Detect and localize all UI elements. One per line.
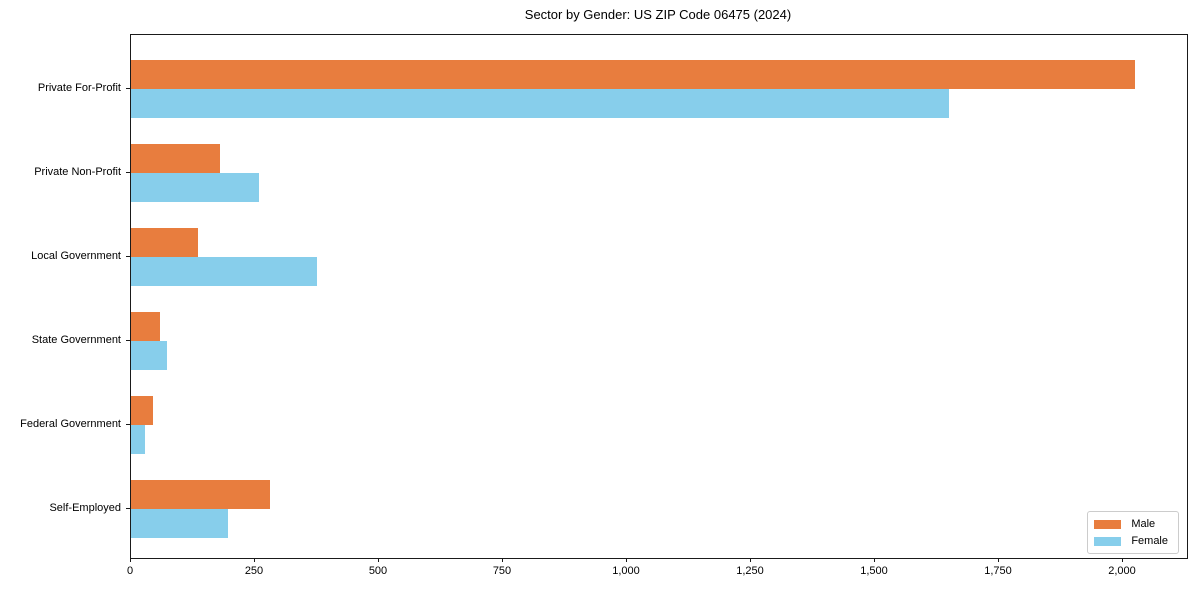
- bar-female-5: [131, 509, 228, 538]
- bar-male-0: [131, 60, 1136, 89]
- x-tick-mark-5: [750, 558, 751, 562]
- y-tick-mark-2: [126, 256, 130, 257]
- x-tick-label-7: 1,750: [984, 565, 1012, 577]
- y-tick-label-3: State Government: [31, 334, 121, 346]
- bar-female-2: [131, 257, 317, 286]
- x-tick-label-3: 750: [492, 565, 512, 577]
- y-tick-mark-3: [126, 340, 130, 341]
- bar-male-5: [131, 480, 270, 509]
- bar-female-0: [131, 89, 950, 118]
- x-tick-mark-2: [378, 558, 379, 562]
- x-tick-label-2: 500: [368, 565, 388, 577]
- x-tick-mark-7: [998, 558, 999, 562]
- plot-area: Male Female: [130, 34, 1188, 559]
- x-tick-mark-6: [874, 558, 875, 562]
- bar-male-4: [131, 396, 154, 425]
- x-tick-mark-8: [1122, 558, 1123, 562]
- x-tick-label-6: 1,500: [860, 565, 888, 577]
- y-tick-mark-5: [126, 508, 130, 509]
- y-tick-mark-4: [126, 424, 130, 425]
- x-tick-label-5: 1,250: [736, 565, 764, 577]
- x-tick-mark-0: [130, 558, 131, 562]
- y-tick-label-2: Local Government: [31, 250, 121, 262]
- legend-swatch-female: [1094, 536, 1122, 546]
- legend-swatch-male: [1094, 519, 1122, 529]
- y-tick-label-5: Self-Employed: [49, 502, 121, 514]
- bar-male-1: [131, 144, 221, 173]
- bar-female-4: [131, 425, 145, 454]
- x-tick-label-4: 1,000: [612, 565, 640, 577]
- x-tick-mark-1: [254, 558, 255, 562]
- bar-male-3: [131, 312, 160, 341]
- legend: Male Female: [1087, 511, 1179, 554]
- chart-title: Sector by Gender: US ZIP Code 06475 (202…: [524, 7, 792, 22]
- y-tick-label-4: Federal Government: [20, 418, 121, 430]
- y-tick-label-0: Private For-Profit: [37, 82, 121, 94]
- bar-female-1: [131, 173, 259, 202]
- x-tick-label-0: 0: [126, 565, 134, 577]
- legend-entry-female: Female: [1094, 535, 1168, 547]
- x-tick-label-8: 2,000: [1108, 565, 1136, 577]
- x-tick-mark-4: [626, 558, 627, 562]
- y-tick-mark-1: [126, 172, 130, 173]
- legend-label-male: Male: [1131, 518, 1156, 530]
- x-tick-mark-3: [502, 558, 503, 562]
- bar-male-2: [131, 228, 198, 257]
- y-tick-label-1: Private Non-Profit: [34, 166, 121, 178]
- legend-label-female: Female: [1131, 535, 1168, 547]
- bar-female-3: [131, 341, 167, 370]
- y-tick-mark-0: [126, 88, 130, 89]
- x-tick-label-1: 250: [244, 565, 264, 577]
- legend-entry-male: Male: [1094, 518, 1168, 530]
